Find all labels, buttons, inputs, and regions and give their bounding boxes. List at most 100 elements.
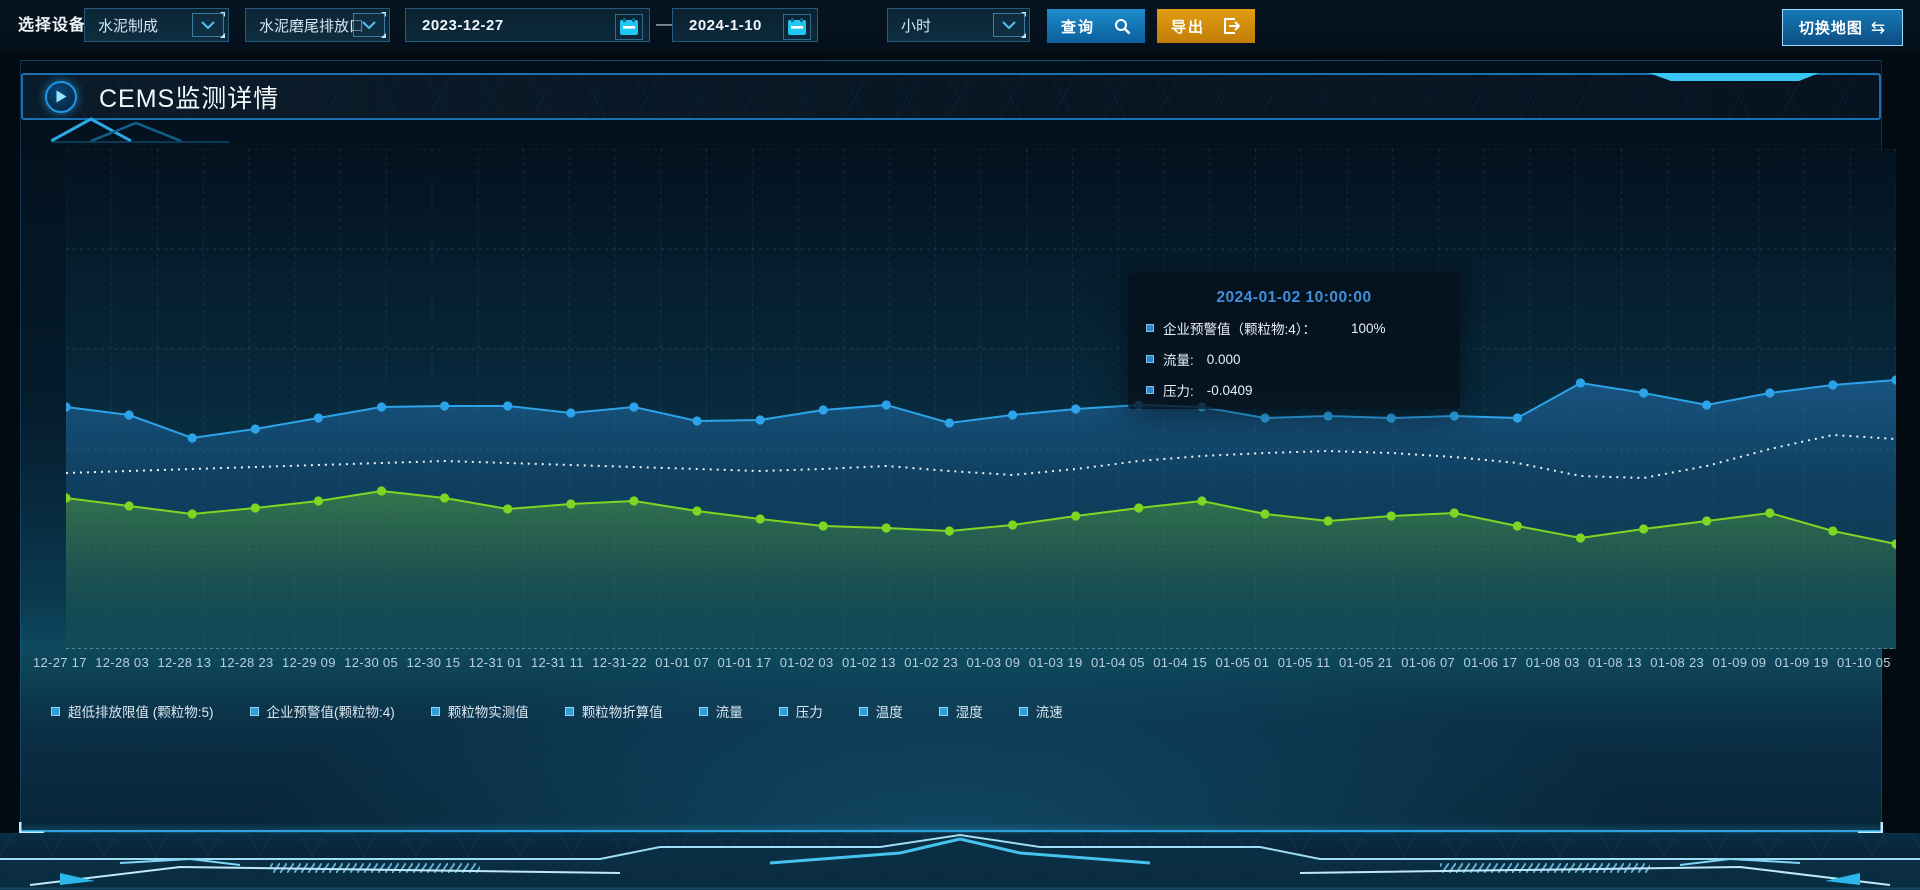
data-point[interactable] <box>1449 508 1459 518</box>
data-point[interactable] <box>1828 526 1838 536</box>
data-point[interactable] <box>881 400 891 410</box>
data-point[interactable] <box>944 418 955 428</box>
search-icon <box>1114 18 1131 35</box>
x-axis-label: 01-06 17 <box>1463 655 1518 670</box>
data-point[interactable] <box>629 402 639 412</box>
panel-bottom-border <box>21 830 1881 832</box>
data-point[interactable] <box>1765 508 1775 518</box>
data-point[interactable] <box>629 496 639 506</box>
x-axis-label: 01-03 19 <box>1028 655 1083 670</box>
data-point[interactable] <box>755 514 765 524</box>
legend-item-1[interactable]: 企业预警值(颗粒物:4) <box>249 701 395 721</box>
series-line-2[interactable] <box>65 489 1897 545</box>
data-point[interactable] <box>566 408 576 418</box>
legend-marker-icon <box>938 706 948 716</box>
line-chart[interactable] <box>61 148 1901 649</box>
chevron-down-icon[interactable] <box>192 13 224 37</box>
data-point[interactable] <box>1071 511 1081 521</box>
data-point[interactable] <box>1702 516 1712 526</box>
legend-item-2[interactable]: 颗粒物实测值 <box>430 701 529 721</box>
data-point[interactable] <box>1386 511 1396 521</box>
data-point[interactable] <box>881 523 891 533</box>
interval-select[interactable]: 小时 <box>887 8 1030 42</box>
data-point[interactable] <box>1323 411 1333 421</box>
legend-item-7[interactable]: 湿度 <box>938 701 983 721</box>
data-point[interactable] <box>124 410 134 420</box>
data-point[interactable] <box>818 521 828 531</box>
data-point[interactable] <box>376 486 387 496</box>
outlet-select-value: 水泥磨尾排放口 <box>259 17 365 35</box>
legend-marker-icon <box>1018 706 1028 716</box>
start-date-input[interactable]: 2023-12-27 <box>405 8 650 42</box>
legend-item-6[interactable]: 温度 <box>858 701 903 721</box>
data-point[interactable] <box>187 433 197 443</box>
legend-item-8[interactable]: 流速 <box>1018 701 1063 721</box>
data-point[interactable] <box>1512 521 1522 531</box>
data-point[interactable] <box>1071 404 1081 414</box>
data-point[interactable] <box>1260 413 1270 423</box>
data-point[interactable] <box>1575 533 1586 543</box>
data-point[interactable] <box>376 402 387 412</box>
data-point[interactable] <box>313 496 323 506</box>
data-point[interactable] <box>1197 496 1207 506</box>
data-point[interactable] <box>1639 524 1649 534</box>
data-point[interactable] <box>1008 410 1018 420</box>
data-point[interactable] <box>1386 413 1396 423</box>
export-button-label: 导出 <box>1171 18 1206 36</box>
series-line-0[interactable] <box>65 379 1897 440</box>
chevron-down-icon[interactable] <box>993 13 1025 37</box>
data-point[interactable] <box>250 503 260 513</box>
legend-item-4[interactable]: 流量 <box>698 701 743 721</box>
calendar-icon[interactable] <box>783 14 811 40</box>
legend-item-3[interactable]: 颗粒物折算值 <box>564 701 663 721</box>
legend-marker-icon <box>858 706 868 716</box>
legend-item-5[interactable]: 压力 <box>778 701 823 721</box>
data-point[interactable] <box>440 401 450 411</box>
legend-marker-icon <box>564 706 574 716</box>
data-point[interactable] <box>566 499 576 509</box>
query-button[interactable]: 查询 <box>1047 9 1145 43</box>
end-date-input[interactable]: 2024-1-10 <box>672 8 818 42</box>
data-point[interactable] <box>1008 520 1018 530</box>
data-point[interactable] <box>1575 378 1586 388</box>
data-point[interactable] <box>1639 388 1649 398</box>
data-point[interactable] <box>1512 413 1522 423</box>
play-icon <box>45 80 77 113</box>
data-point[interactable] <box>440 493 450 503</box>
data-point[interactable] <box>1134 503 1144 513</box>
data-point[interactable] <box>692 506 702 516</box>
x-axis-label: 01-02 13 <box>842 655 896 670</box>
data-point[interactable] <box>124 501 134 511</box>
data-point[interactable] <box>1702 400 1712 410</box>
data-point[interactable] <box>503 504 513 514</box>
switch-map-label: 切换地图 <box>1798 20 1863 37</box>
data-point[interactable] <box>1449 411 1459 421</box>
data-point[interactable] <box>818 405 828 415</box>
x-axis-label: 12-28 03 <box>95 655 149 670</box>
data-point[interactable] <box>944 526 955 536</box>
chart-legend: 超低排放限值 (颗粒物:5) 企业预警值(颗粒物:4) 颗粒物实测值 颗粒物折算值 流量… <box>51 701 1063 721</box>
data-point[interactable] <box>313 413 323 423</box>
x-axis-label: 12-30 15 <box>406 655 461 670</box>
series-marker-icon <box>1146 355 1154 363</box>
data-point[interactable] <box>250 424 260 434</box>
data-point[interactable] <box>503 401 513 411</box>
data-point[interactable] <box>755 415 765 425</box>
switch-map-button[interactable]: 切换地图 ⇆ <box>1782 9 1903 46</box>
data-point[interactable] <box>1765 388 1775 398</box>
x-axis-label: 01-08 23 <box>1650 655 1705 670</box>
device-select[interactable]: 水泥制成 <box>84 8 229 42</box>
data-point[interactable] <box>1323 516 1333 526</box>
calendar-icon[interactable] <box>615 14 643 40</box>
outlet-select[interactable]: 水泥磨尾排放口 <box>245 8 390 42</box>
data-point[interactable] <box>1260 509 1270 519</box>
chevron-down-icon[interactable] <box>353 13 385 37</box>
export-button[interactable]: 导出 <box>1157 9 1255 43</box>
data-point[interactable] <box>187 509 197 519</box>
chart-canvas[interactable] <box>61 148 1901 649</box>
panel-header: CEMS监测详情 <box>21 73 1881 143</box>
data-point[interactable] <box>1828 380 1838 390</box>
legend-item-0[interactable]: 超低排放限值 (颗粒物:5) <box>51 701 214 721</box>
data-point[interactable] <box>692 416 702 426</box>
